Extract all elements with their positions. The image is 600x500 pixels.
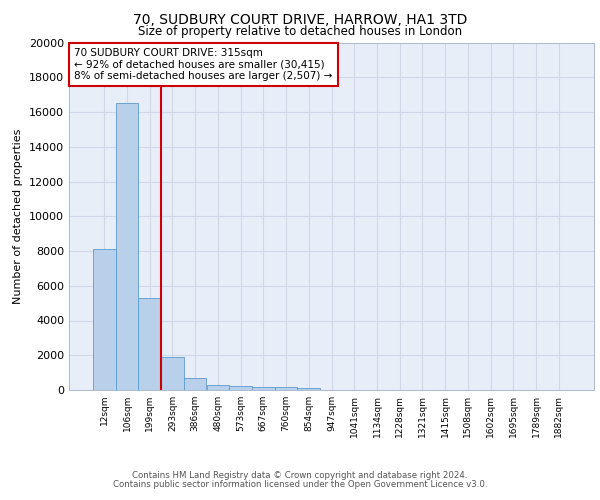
Text: Size of property relative to detached houses in London: Size of property relative to detached ho… xyxy=(138,25,462,38)
Text: Contains public sector information licensed under the Open Government Licence v3: Contains public sector information licen… xyxy=(113,480,487,489)
Bar xyxy=(206,385,229,390)
Bar xyxy=(184,378,206,390)
Bar xyxy=(252,387,275,390)
Text: 70, SUDBURY COURT DRIVE, HARROW, HA1 3TD: 70, SUDBURY COURT DRIVE, HARROW, HA1 3TD xyxy=(133,12,467,26)
Bar xyxy=(161,357,184,390)
Text: 70 SUDBURY COURT DRIVE: 315sqm
← 92% of detached houses are smaller (30,415)
8% : 70 SUDBURY COURT DRIVE: 315sqm ← 92% of … xyxy=(74,48,332,81)
Bar xyxy=(116,104,139,390)
Text: Contains HM Land Registry data © Crown copyright and database right 2024.: Contains HM Land Registry data © Crown c… xyxy=(132,471,468,480)
Bar xyxy=(298,388,320,390)
Bar xyxy=(93,250,116,390)
Y-axis label: Number of detached properties: Number of detached properties xyxy=(13,128,23,304)
Bar xyxy=(275,388,298,390)
Bar xyxy=(139,298,161,390)
Bar xyxy=(229,386,252,390)
